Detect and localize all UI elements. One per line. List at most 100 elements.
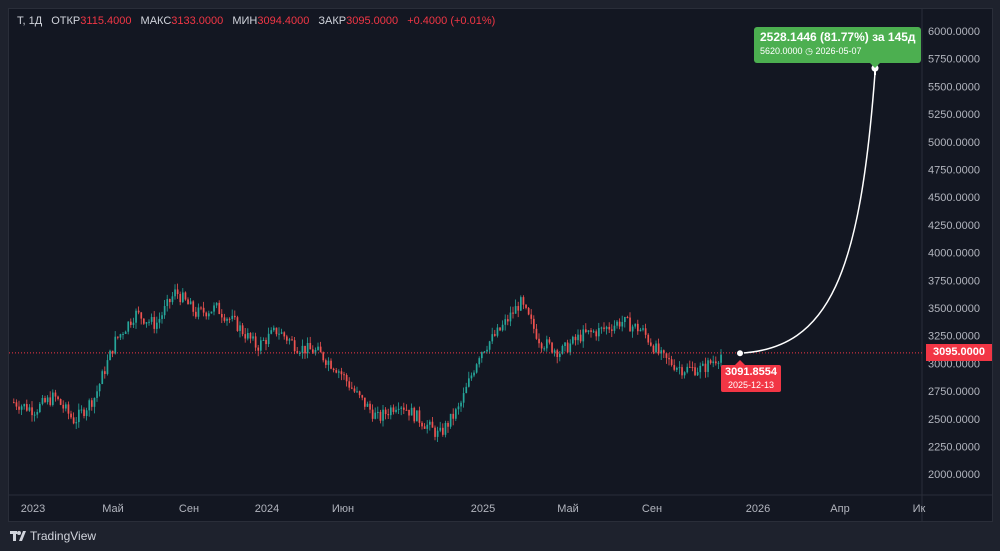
candle <box>678 361 681 375</box>
candle <box>655 340 657 354</box>
candle <box>83 407 85 419</box>
candle <box>496 323 499 338</box>
candle <box>231 309 234 322</box>
chart-pane[interactable]: T, 1Д ОТКР3115.4000 МАКС3133.0000 МИН309… <box>8 8 993 522</box>
candle <box>452 408 455 426</box>
candle <box>158 312 161 329</box>
target-date: 2026-05-07 <box>815 46 862 56</box>
candle <box>275 327 278 337</box>
candle <box>309 336 312 350</box>
candle <box>673 359 676 372</box>
candle <box>491 327 494 345</box>
candle <box>397 402 400 414</box>
candle <box>369 400 371 414</box>
candle <box>166 294 169 312</box>
candle <box>104 366 106 379</box>
candle <box>80 405 83 414</box>
candle <box>132 317 135 328</box>
candle <box>143 318 145 325</box>
candle <box>44 395 46 404</box>
candle <box>473 370 475 378</box>
candle <box>20 404 23 415</box>
candle <box>210 311 213 314</box>
candle <box>270 327 273 335</box>
candle <box>704 357 707 378</box>
forecast-end-label[interactable]: 2528.1446 (81.77%) за 145д 5620.0000 ◷ 2… <box>754 27 921 63</box>
candle <box>590 328 592 338</box>
price-tick: 5000.0000 <box>928 137 980 149</box>
candle <box>356 386 358 393</box>
candle <box>65 402 67 412</box>
candle <box>345 373 348 387</box>
candle <box>135 308 137 329</box>
time-axis: 2023 Май Сен 2024 Июн 2025 Май Сен 2026 Апр Ик <box>21 503 926 515</box>
candle <box>468 371 470 388</box>
candle <box>436 426 439 443</box>
candle <box>213 302 215 316</box>
candle <box>621 315 624 332</box>
candle <box>93 397 96 414</box>
candle <box>626 315 629 319</box>
candle <box>88 398 91 417</box>
candle <box>699 362 702 379</box>
candle <box>23 403 26 410</box>
chart-canvas[interactable]: 6000.0000 5750.0000 5500.0000 5250.0000 5000… <box>9 9 992 521</box>
candle <box>486 345 488 354</box>
candle <box>647 333 650 345</box>
candle <box>208 310 210 320</box>
price-tick: 5250.0000 <box>928 109 980 121</box>
candle <box>176 283 179 299</box>
candle <box>262 337 265 341</box>
candle <box>257 344 260 357</box>
candle <box>587 330 590 335</box>
open-label: ОТКР <box>51 15 81 27</box>
candle <box>631 324 634 338</box>
price-axis: 6000.0000 5750.0000 5500.0000 5250.0000 5000… <box>928 26 980 481</box>
low-value: 3094.4000 <box>257 15 310 27</box>
start-price: 3091.8554 <box>725 366 777 378</box>
candle <box>46 395 49 405</box>
candle <box>156 316 158 334</box>
candle <box>421 421 423 430</box>
candle <box>605 325 608 335</box>
candle <box>595 329 598 341</box>
candle <box>265 337 267 351</box>
close-value: 3095.0000 <box>346 15 399 27</box>
candle <box>267 327 270 348</box>
symbol-label: T, 1Д <box>17 15 43 27</box>
candle <box>15 399 18 410</box>
candle <box>78 403 80 428</box>
candle <box>150 313 153 325</box>
price-tick: 5750.0000 <box>928 54 980 66</box>
candle <box>301 339 304 359</box>
forecast-start-label[interactable]: 3091.8554 2025-12-13 <box>721 365 781 392</box>
candle <box>577 329 579 345</box>
candle <box>254 332 257 352</box>
candle <box>377 406 379 419</box>
candle <box>189 297 192 305</box>
candle <box>54 389 57 402</box>
candle <box>325 358 327 369</box>
price-tick: 3750.0000 <box>928 275 980 287</box>
candle <box>694 363 696 377</box>
candle <box>418 406 421 427</box>
candle <box>223 313 226 323</box>
candle <box>234 310 236 320</box>
candle <box>548 337 551 345</box>
candle <box>507 314 509 326</box>
candle <box>39 402 41 414</box>
price-tick: 4000.0000 <box>928 248 980 260</box>
forecast-curve <box>739 73 876 354</box>
candle <box>247 328 249 341</box>
candle <box>416 410 418 422</box>
target-price: 5620.0000 <box>760 46 803 56</box>
price-tick: 2000.0000 <box>928 469 980 481</box>
candle <box>616 319 618 329</box>
candle <box>241 322 244 337</box>
candle <box>546 335 548 352</box>
candle <box>184 291 187 301</box>
candle <box>527 307 530 316</box>
candle <box>403 402 405 415</box>
candle <box>442 423 444 437</box>
tradingview-brand[interactable]: TradingView <box>10 529 96 543</box>
